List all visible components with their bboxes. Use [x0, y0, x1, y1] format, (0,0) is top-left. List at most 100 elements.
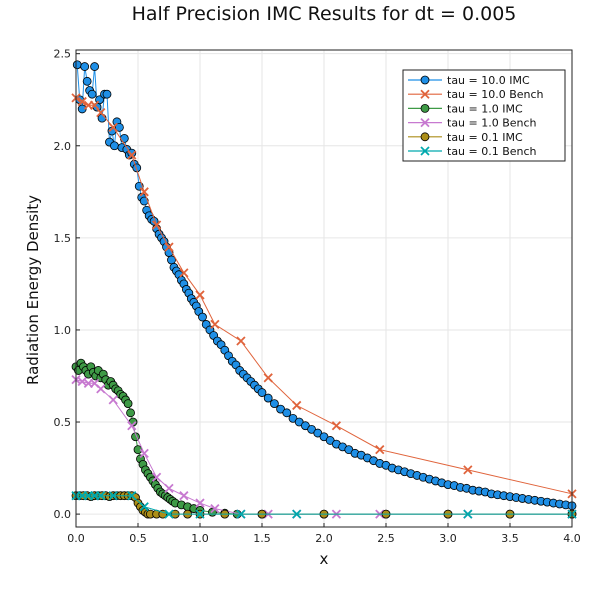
bench-point [210, 319, 220, 330]
bench-point-stroke-b [89, 100, 100, 110]
bench-point [127, 491, 137, 501]
data-point [282, 408, 292, 418]
y-tick-label: 1.0 [54, 324, 72, 337]
legend-marker-stroke-b [420, 89, 430, 99]
data-point [269, 399, 279, 409]
bench-point-stroke-b [164, 483, 174, 493]
bench-point [195, 290, 205, 300]
bench-point [77, 376, 87, 387]
bench-point-stroke-b [292, 400, 302, 411]
legend-marker [420, 104, 430, 113]
bench-point-stroke-b [127, 421, 137, 431]
data-point [115, 122, 124, 132]
legend-entry: tau = 10.0 IMC [408, 74, 530, 87]
bench-point-stroke-b [77, 96, 87, 107]
x-tick-label: 3.0 [439, 532, 457, 545]
bench-point-stroke-b [139, 502, 149, 512]
bench-point-stroke-b [179, 268, 189, 278]
legend-box [402, 69, 566, 162]
data-point [127, 148, 137, 158]
bench-point [179, 491, 189, 501]
bench-point-stroke-b [127, 150, 137, 160]
bench-point-stroke-b [164, 509, 174, 519]
bench-point [139, 187, 149, 197]
data-point [77, 104, 87, 114]
bench-point-stroke-b [108, 395, 118, 405]
bench-point [164, 483, 174, 493]
bench-point-stroke-b [463, 465, 473, 475]
bench-point-stroke-b [139, 187, 149, 197]
bench-point-stroke-b [179, 491, 189, 501]
bench-point [236, 336, 246, 346]
bench-point [96, 107, 106, 118]
bench-point [292, 509, 302, 519]
legend-marker [420, 146, 430, 156]
legend-label: tau = 0.1 IMC [447, 131, 523, 144]
x-axis-title: x [320, 550, 329, 568]
bench-point-stroke-b [263, 373, 273, 383]
bench-point-stroke-b [151, 472, 162, 482]
bench-point [89, 100, 100, 110]
data-point [110, 141, 119, 151]
x-tick-label: 0.5 [129, 532, 147, 545]
bench-point [96, 491, 106, 501]
x-tick-label: 2.5 [377, 532, 395, 545]
bench-point [108, 491, 118, 501]
bench-point [179, 268, 189, 278]
legend-label: tau = 10.0 Bench [447, 88, 544, 101]
legend-marker [420, 132, 430, 142]
data-point [132, 163, 142, 173]
bench-point-stroke-b [236, 509, 246, 519]
data-point [102, 89, 112, 99]
legend-entry: tau = 10.0 Bench [408, 88, 544, 101]
bench-point-stroke-b [463, 509, 473, 519]
bench-point-stroke-b [195, 509, 205, 519]
legend-marker-stroke-b [420, 117, 430, 128]
data-point [263, 393, 273, 403]
legend-label: tau = 0.1 Bench [447, 145, 537, 158]
legend-marker [420, 89, 430, 99]
bench-point [375, 445, 385, 455]
bench-point [164, 509, 174, 519]
tick-labels: 0.0 0.5 1.0 1.5 2.0 2.5 3.0 3.5 4.0 0.0 0.5 1.0 1.5 2… [54, 48, 581, 545]
bench-point-stroke-b [96, 384, 106, 394]
bench-point-stroke-b [108, 122, 118, 132]
bench-point [151, 472, 162, 482]
x-tick-label: 3.5 [501, 532, 519, 545]
bench-point [331, 421, 342, 431]
bench-point-stroke-b [210, 503, 220, 514]
x-tick-label: 4.0 [563, 532, 581, 545]
bench-point [108, 122, 118, 132]
legend-label: tau = 1.0 IMC [447, 102, 523, 115]
data-point [123, 399, 133, 409]
bench-point-stroke-b [151, 220, 162, 230]
legend-entry: tau = 1.0 IMC [408, 102, 523, 115]
series-6 [71, 491, 577, 519]
bench-point [108, 395, 118, 405]
data-point [80, 62, 90, 71]
bench-point [463, 465, 473, 475]
plot-frame [75, 49, 573, 528]
bench-point [263, 373, 273, 383]
series-layer [71, 60, 577, 519]
y-axis-title: Radiation Energy Density [24, 195, 42, 385]
bench-point-stroke-b [195, 498, 205, 508]
bench-point [195, 509, 205, 519]
data-point [72, 60, 82, 70]
bench-point-stroke-b [331, 421, 342, 431]
bench-point [127, 421, 137, 431]
plot-border [75, 49, 573, 528]
y-tick-label: 1.5 [54, 232, 72, 245]
bench-point [127, 150, 137, 160]
y-tick-label: 0.0 [54, 508, 72, 521]
bench-point-stroke-b [96, 107, 106, 118]
series-2 [71, 93, 577, 499]
y-tick-label: 2.0 [54, 140, 72, 153]
bench-point [463, 509, 473, 519]
data-point [133, 445, 143, 455]
data-point [198, 312, 207, 322]
y-tick-label: 0.5 [54, 416, 72, 429]
bench-point [210, 503, 220, 514]
